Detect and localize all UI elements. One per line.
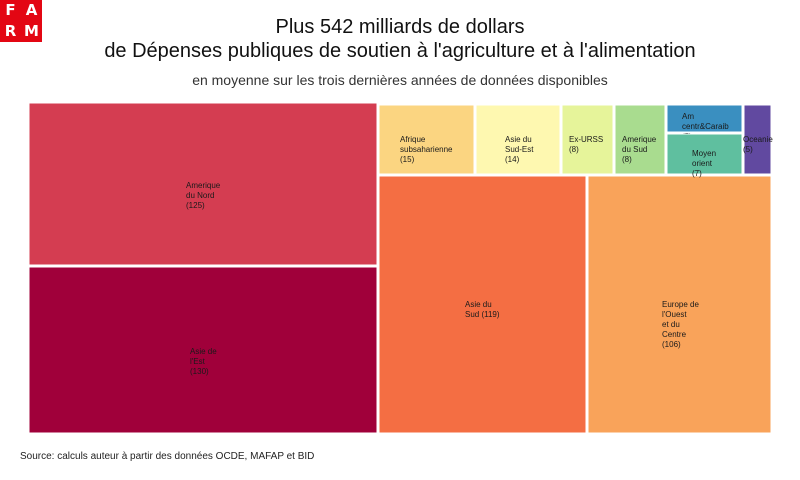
treemap-label-amerique-nord: Amerique du Nord (125)	[186, 181, 221, 210]
treemap-label-asie-sud-est: Asie du Sud-Est (14)	[505, 135, 534, 164]
treemap-label-ex-urss: Ex-URSS (8)	[569, 135, 603, 154]
treemap-label-asie-sud: Asie du Sud (119)	[465, 300, 500, 319]
treemap-label-line: (8)	[622, 155, 632, 164]
logo-letter-f: F	[5, 1, 16, 19]
treemap-label-line: (125)	[186, 201, 205, 210]
treemap-tile-asie-sud-est	[475, 104, 561, 175]
treemap-label-line: (15)	[400, 155, 415, 164]
treemap-tile-asie-sud	[378, 175, 587, 434]
treemap-label-line: Europe de	[662, 300, 699, 309]
treemap-tile-ex-urss	[561, 104, 614, 175]
treemap-tile-am-centrale	[666, 104, 743, 133]
treemap-label-line: (130)	[190, 367, 209, 376]
treemap-label-line: Centre	[662, 330, 687, 339]
treemap-label-line: Asie du	[505, 135, 532, 144]
treemap-label-line: Sud-Est	[505, 145, 534, 154]
treemap-label-line: Sud (119)	[465, 310, 500, 319]
treemap-label-line: Asie de	[190, 347, 217, 356]
treemap-tile-amerique-nord	[28, 102, 378, 266]
treemap-label-line: Am	[682, 112, 694, 121]
treemap-label-line: Oceanie	[743, 135, 773, 144]
treemap-label-oceanie: Oceanie (5)	[743, 135, 773, 154]
treemap-label-asie-est: Asie de l'Est (130)	[190, 347, 217, 376]
treemap-label-line: orient	[692, 159, 713, 168]
treemap-label-line: (7)	[692, 169, 702, 178]
treemap-label-europe: Europe de l'Ouest et du Centre (106)	[662, 300, 699, 349]
treemap-label-line: Afrique	[400, 135, 426, 144]
treemap-label-amerique-sud: Amerique du Sud (8)	[622, 135, 657, 164]
treemap-label-line: Asie du	[465, 300, 492, 309]
treemap-tile-afrique	[378, 104, 475, 175]
treemap-label-line: subsaharienne	[400, 145, 453, 154]
treemap-label-line: centr&Caraib	[682, 122, 729, 131]
treemap-label-line: l'Est	[190, 357, 206, 366]
treemap-label-line: (8)	[569, 145, 579, 154]
treemap-label-line: (14)	[505, 155, 520, 164]
logo-letter-a: A	[25, 1, 38, 19]
treemap-label-line: Ex-URSS	[569, 135, 603, 144]
treemap-label-line: du Nord	[186, 191, 214, 200]
treemap-label-afrique: Afrique subsaharienne (15)	[400, 135, 453, 164]
chart-title-line2: de Dépenses publiques de soutien à l'agr…	[104, 40, 696, 62]
treemap-label-line: (5)	[743, 145, 753, 154]
logo-letter-r: R	[4, 22, 17, 40]
treemap-label-line: l'Ouest	[662, 310, 687, 319]
treemap-tile-oceanie	[743, 104, 772, 175]
chart-subtitle: en moyenne sur les trois dernières année…	[192, 72, 608, 88]
treemap-tile-moyen-orient	[666, 133, 743, 175]
treemap-label-line: et du	[662, 320, 680, 329]
chart-title-line1: Plus 542 milliards de dollars	[275, 16, 525, 38]
treemap-label-line: du Sud	[622, 145, 647, 154]
treemap-label-line: Amerique	[622, 135, 657, 144]
farm-logo: F A R M	[0, 0, 42, 42]
treemap-tile-amerique-sud	[614, 104, 666, 175]
source-note: Source: calculs auteur à partir des donn…	[20, 451, 315, 462]
treemap-tile-asie-est	[28, 266, 378, 434]
treemap-label-line: Moyen	[692, 149, 716, 158]
logo-letter-m: M	[24, 22, 39, 40]
treemap-label-line: (106)	[662, 340, 681, 349]
treemap-tile-europe	[587, 175, 772, 434]
treemap-label-moyen-orient: Moyen orient (7)	[692, 149, 716, 178]
treemap-label-line: Amerique	[186, 181, 221, 190]
